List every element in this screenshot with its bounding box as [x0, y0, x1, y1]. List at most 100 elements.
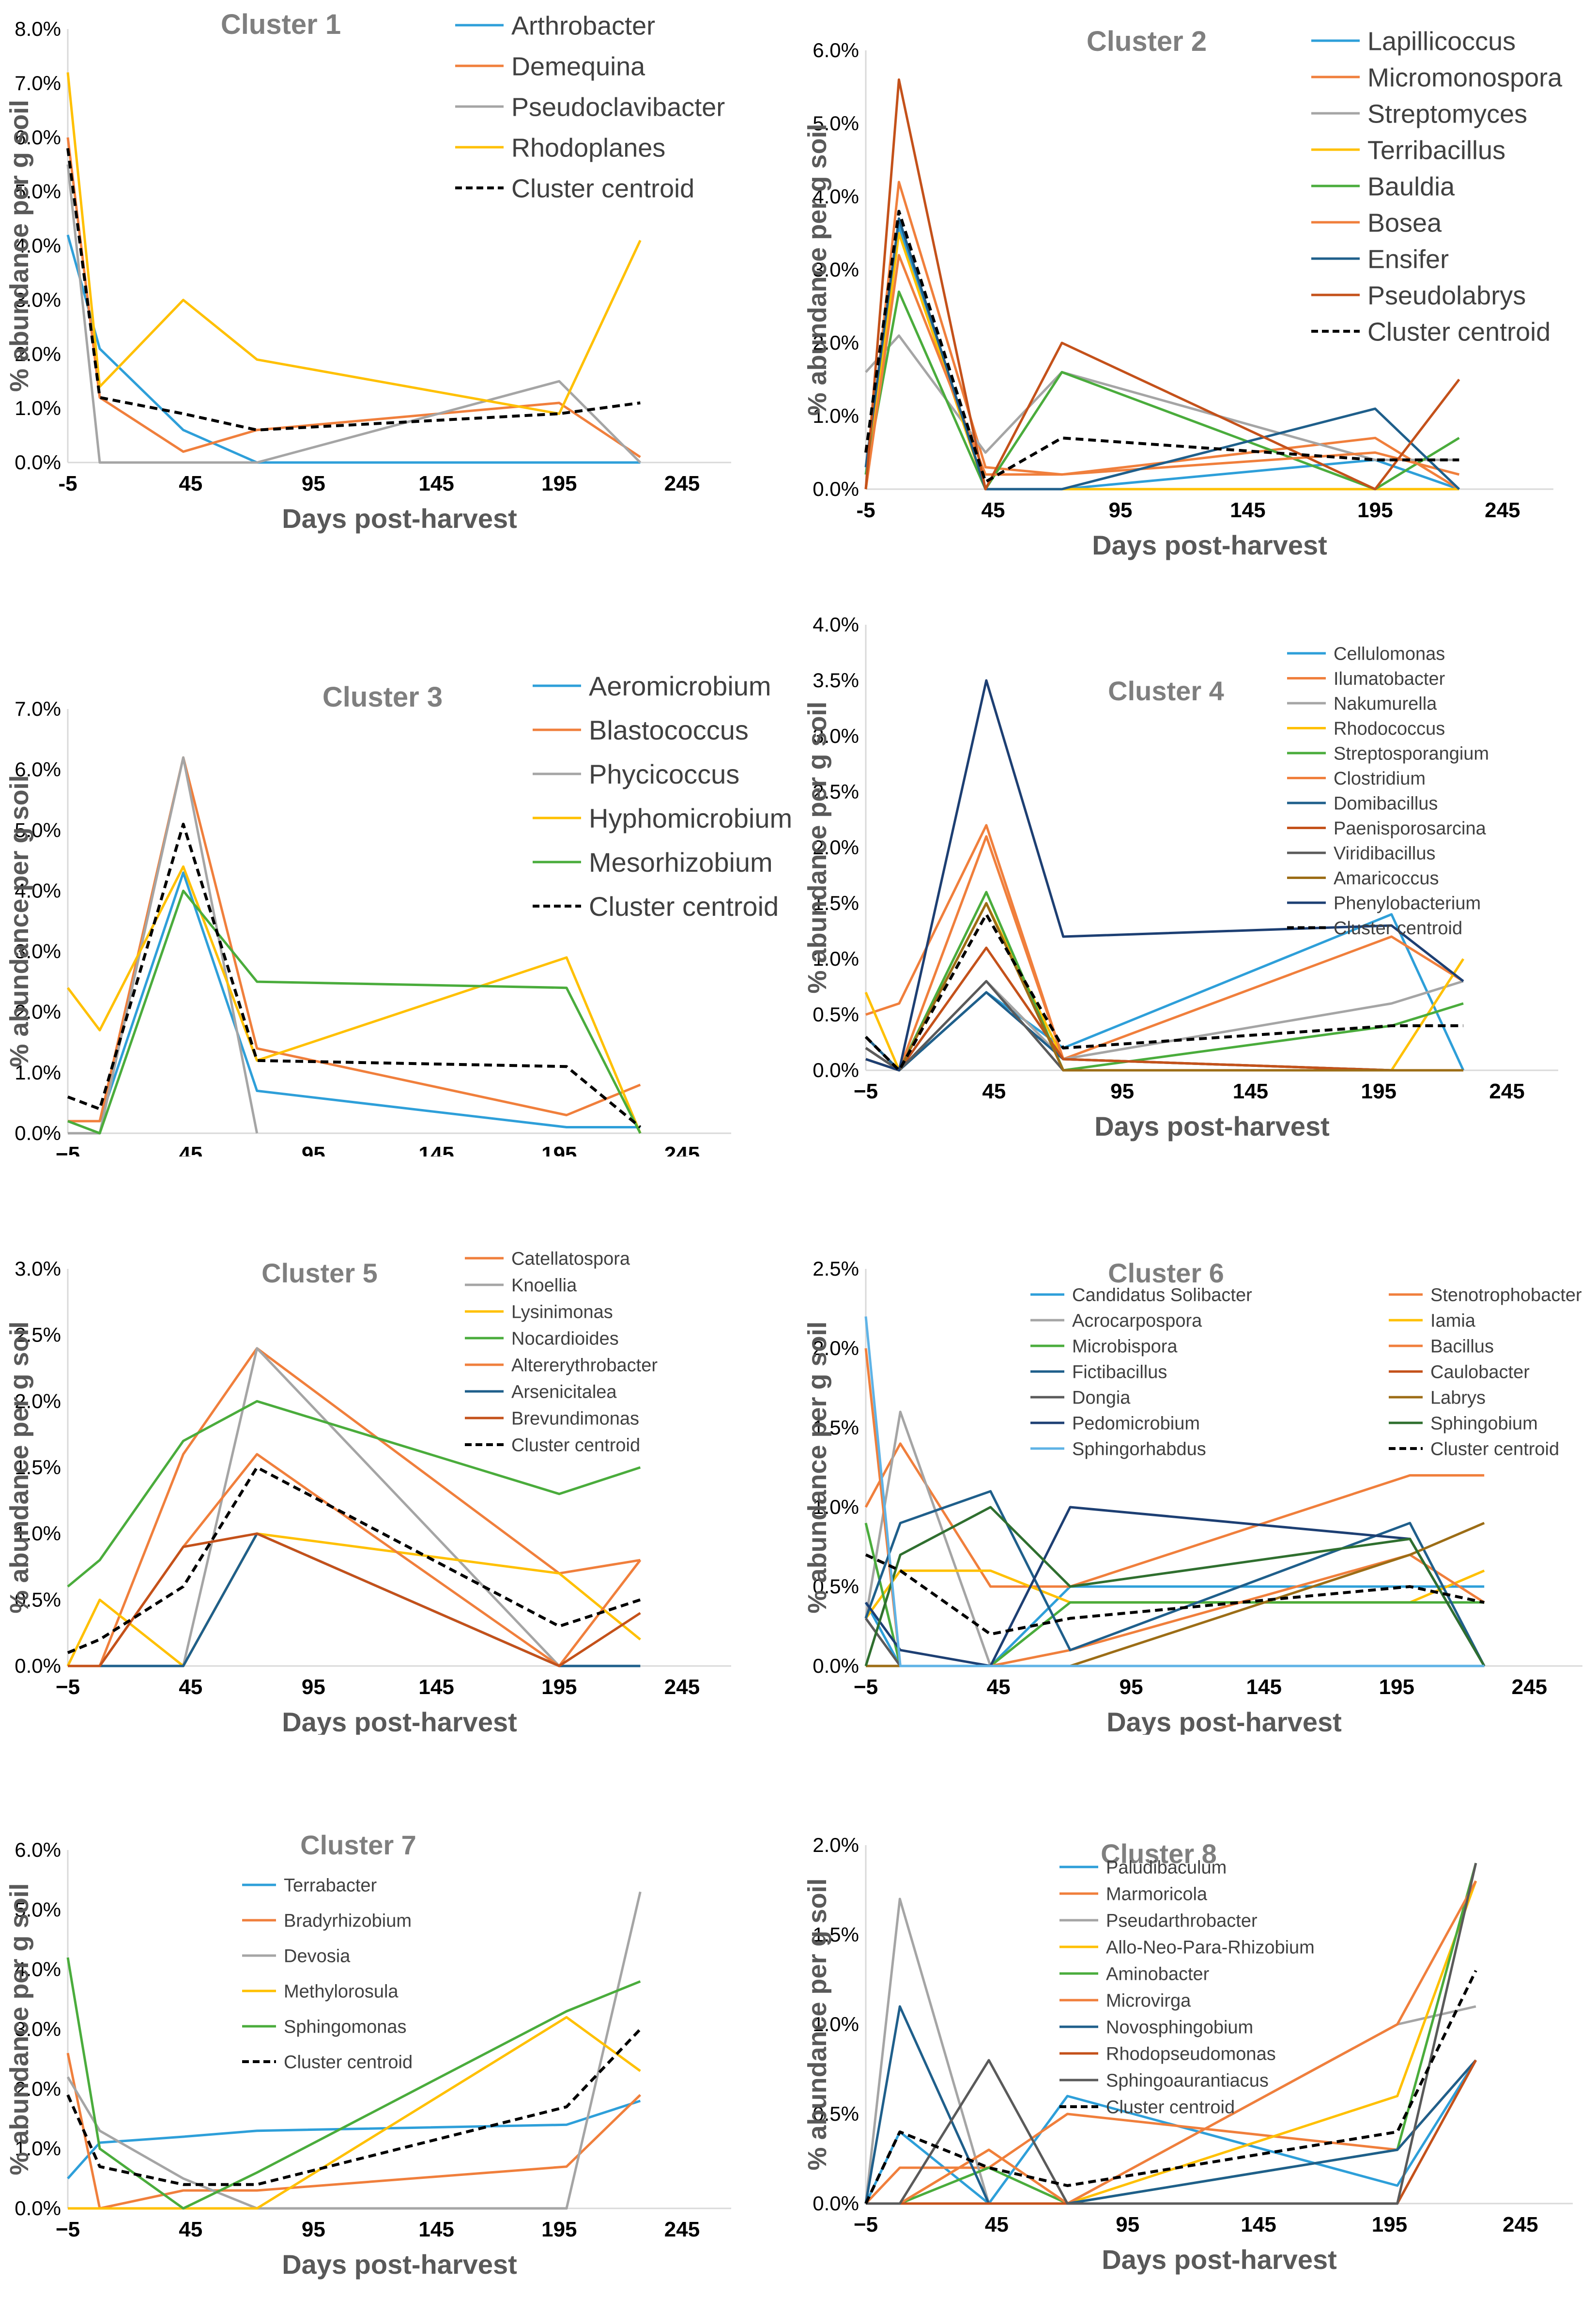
chart-panel-cluster-2: 0.0% 1.0% 2.0% 3.0% 4.0% 5.0% 6.0% -5 45 95 145 195…	[798, 0, 1596, 578]
chart-panel-cluster-3: 0.0% 1.0% 2.0% 3.0% 4.0% 5.0% 6.0% 7.0% −5 45 95 14…	[0, 578, 798, 1156]
y-tick-label: 2.0%	[813, 1834, 859, 1856]
x-tick-label: 245	[664, 1675, 700, 1699]
legend-label-cluster-centroid: Cluster centroid	[284, 2052, 413, 2073]
legend-label-ilumatobacter: Ilumatobacter	[1334, 669, 1445, 689]
chart-title: Cluster 1	[221, 9, 341, 40]
x-tick-label: 95	[1108, 498, 1132, 522]
y-tick-label: 1.5%	[15, 1456, 61, 1479]
series-line-bacillus	[864, 1348, 1485, 1667]
legend-label-nocardioides: Nocardioides	[511, 1329, 619, 1349]
series-line-sphingobium	[864, 1506, 1486, 1667]
y-tick-label: 0.0%	[813, 1654, 859, 1677]
chart-panel-cluster-4: 0.0% 0.5% 1.0% 1.5% 2.0% 2.5% 3.0% 3.5% 4.0% −5 45…	[798, 578, 1596, 1156]
y-tick-label: 0.0%	[15, 451, 61, 474]
x-tick-label: 95	[1110, 1079, 1134, 1103]
y-axis-title: % abundance per g soil	[5, 100, 34, 392]
legend-label-cluster-centroid: Cluster centroid	[1334, 918, 1462, 939]
y-tick-label: 1.0%	[813, 1496, 859, 1518]
chart-title: Cluster 5	[261, 1258, 378, 1288]
legend-label-terribacillus: Terribacillus	[1367, 136, 1505, 165]
y-tick-label: 2.5%	[15, 1324, 61, 1346]
y-tick-label: 1.0%	[813, 947, 859, 970]
series-line-micromonospora	[864, 181, 1460, 491]
y-tick-label: 0.0%	[813, 478, 859, 500]
legend-label-sphingoaurantiacus: Sphingoaurantiacus	[1106, 2071, 1269, 2091]
y-tick-label: 2.0%	[15, 342, 61, 365]
legend-label-cluster-centroid: Cluster centroid	[1106, 2097, 1235, 2118]
legend-label-streptosporangium: Streptosporangium	[1334, 744, 1489, 764]
legend-label-lysinimonas: Lysinimonas	[511, 1302, 613, 1323]
legend-label-bosea: Bosea	[1367, 208, 1442, 237]
series-line-blastococcus	[68, 756, 641, 1123]
series-line-candidatus-solibacter	[864, 1585, 1485, 1667]
legend-label-lapillicoccus: Lapillicoccus	[1367, 27, 1516, 56]
series-line-devosia	[66, 1891, 642, 2210]
chart-panel-cluster-8: 0.0% 0.5% 1.0% 1.5% 2.0% −5 45 95 145 195 245 Days …	[798, 1735, 1596, 2313]
x-tick-label: 245	[1512, 1675, 1547, 1699]
x-tick-label: 195	[541, 1142, 577, 1156]
series-line-fictibacillus	[864, 1490, 1486, 1667]
y-tick-label: 8.0%	[15, 17, 61, 40]
x-tick-label: 245	[1503, 2213, 1538, 2236]
y-tick-label: 1.0%	[15, 397, 61, 419]
y-tick-label: 3.0%	[15, 288, 61, 311]
x-tick-label: 45	[987, 1675, 1011, 1699]
legend-label-sphingobium: Sphingobium	[1430, 1414, 1538, 1434]
legend-label-arsenicitalea: Arsenicitalea	[511, 1382, 617, 1403]
chart-panel-cluster-7: 0.0% 1.0% 2.0% 3.0% 4.0% 5.0% 6.0% −5 45 95 145 195…	[0, 1735, 798, 2313]
legend-label-domibacillus: Domibacillus	[1334, 794, 1438, 814]
x-tick-label: 95	[1116, 2213, 1139, 2236]
y-tick-label: 4.0%	[813, 613, 859, 636]
legend-label-altererythrobacter: Altererythrobacter	[511, 1356, 658, 1376]
x-axis-title: Days post-harvest	[282, 1707, 517, 1735]
y-axis-title: % abundance per g soil	[803, 123, 832, 416]
series-line-brevundimonas	[68, 1532, 641, 1667]
legend-label-cluster-centroid: Cluster centroid	[511, 174, 694, 203]
series-line-arsenicitalea	[68, 1532, 641, 1667]
series-line-dongia	[864, 1618, 1485, 1667]
y-tick-label: 3.0%	[15, 940, 61, 963]
y-tick-label: 5.0%	[15, 1898, 61, 1921]
legend-label-micromonospora: Micromonospora	[1367, 63, 1563, 92]
legend-label-catellatospora: Catellatospora	[511, 1249, 630, 1269]
series-line-phenylobacterium	[865, 679, 1464, 1072]
y-tick-label: 0.5%	[813, 2102, 859, 2125]
legend-label-cellulomonas: Cellulomonas	[1334, 644, 1445, 664]
chart-cluster-7: 0.0% 1.0% 2.0% 3.0% 4.0% 5.0% 6.0% −5 45 95 145 195…	[5, 1830, 731, 2280]
series-line-cluster-centroid	[865, 1553, 1485, 1636]
x-tick-label: −5	[56, 1142, 80, 1156]
legend-label-nakumurella: Nakumurella	[1334, 694, 1437, 714]
legend-label-pseudarthrobacter: Pseudarthrobacter	[1106, 1911, 1258, 1931]
y-axis-title: % abundance per g soil	[5, 1321, 34, 1613]
x-tick-label: 145	[418, 2218, 454, 2241]
x-tick-label: 95	[1120, 1675, 1143, 1699]
x-tick-label: 145	[1230, 498, 1265, 522]
y-tick-label: 2.0%	[813, 1337, 859, 1359]
legend-label-cluster-centroid: Cluster centroid	[1430, 1439, 1559, 1460]
legend-label-stenotrophobacter: Stenotrophobacter	[1430, 1285, 1582, 1306]
legend-label-rhodoplanes: Rhodoplanes	[511, 133, 665, 162]
legend-label-streptomyces: Streptomyces	[1367, 99, 1527, 128]
legend-label-caulobacter: Caulobacter	[1430, 1362, 1530, 1383]
x-axis-title: Days post-harvest	[1092, 530, 1327, 560]
series-line-methylorosula	[68, 2016, 641, 2210]
legend-label-arthrobacter: Arthrobacter	[511, 11, 655, 40]
y-axis-title: % abundance per g soil	[5, 775, 34, 1067]
y-tick-label: 3.0%	[15, 2018, 61, 2040]
series-line-stenotrophobacter	[864, 1442, 1485, 1588]
x-tick-label: 245	[1489, 1079, 1524, 1103]
series-line-bradyrhizobium	[66, 2052, 642, 2210]
legend-label-marmoricola: Marmoricola	[1106, 1884, 1208, 1905]
legend-label-pseudolabrys: Pseudolabrys	[1367, 281, 1526, 310]
legend-label-paenisporosarcina: Paenisporosarcina	[1334, 818, 1487, 839]
x-tick-label: 195	[541, 472, 577, 495]
y-tick-label: 3.0%	[813, 258, 859, 281]
y-tick-label: 4.0%	[15, 1958, 61, 1981]
y-tick-label: 1.0%	[813, 404, 859, 427]
y-tick-label: 1.0%	[15, 1522, 61, 1545]
chart-title: Cluster 3	[322, 681, 443, 713]
y-tick-label: 0.0%	[15, 2197, 61, 2220]
legend-label-aminobacter: Aminobacter	[1106, 1964, 1210, 1985]
x-tick-label: -5	[58, 472, 77, 495]
series-line-cluster-centroid	[864, 210, 1459, 483]
